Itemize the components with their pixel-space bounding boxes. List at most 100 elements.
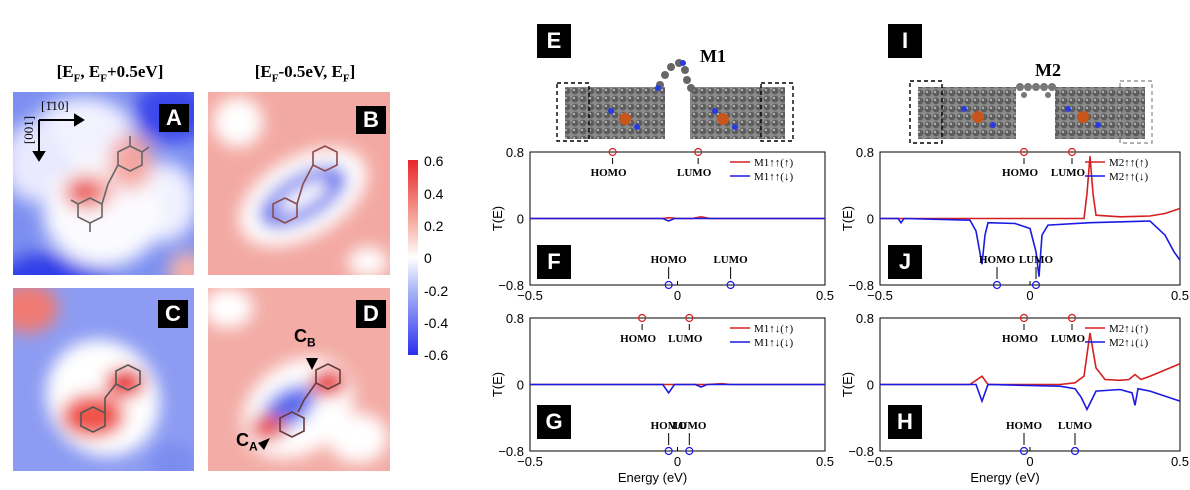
level-label-g: HOMO — [651, 420, 687, 432]
molecule-label-m2: M2 — [1035, 60, 1061, 80]
axis-label-110: [1̄10] — [41, 98, 69, 113]
level-label-f: HOMO — [591, 167, 627, 179]
panel-label-a: A — [159, 104, 189, 132]
x-tick-label-j: −0.5 — [867, 288, 893, 303]
ca-arrow — [258, 438, 270, 450]
electrode-left-m2 — [918, 87, 1016, 139]
colorbar-tick: 0.4 — [424, 186, 444, 202]
molecule-overlay-a — [70, 136, 150, 232]
stm-map-d: CB CA D — [208, 288, 390, 471]
level-label-f: HOMO — [651, 254, 687, 266]
legend-entry-h: M2↑↓(↑) — [1109, 323, 1148, 335]
series-line-g-1 — [530, 383, 825, 395]
level-label-g: LUMO — [672, 420, 707, 432]
y-tick-label-g: 0.8 — [506, 311, 524, 326]
colorbar-tick: -0.4 — [424, 315, 449, 331]
panel-label-e: E — [537, 24, 571, 58]
stm-map-a: [1̄10] [001] A — [13, 92, 194, 275]
level-label-h: LUMO — [1058, 420, 1093, 432]
molecule-label-m1: M1 — [700, 46, 726, 66]
level-label-h: HOMO — [1006, 420, 1042, 432]
y-tick-label-g: 0 — [517, 378, 524, 393]
level-label-f: LUMO — [677, 167, 712, 179]
colorbar-tick: 0.6 — [424, 153, 444, 169]
series-line-j-0 — [880, 156, 1181, 220]
level-marker-f — [664, 280, 673, 290]
series-line-h-0 — [880, 332, 1181, 386]
y-tick-label-g: −0.8 — [498, 444, 524, 459]
legend-entry-j: M2↑↑(↓) — [1109, 171, 1148, 183]
x-axis-label-g: Energy (eV) — [618, 470, 687, 485]
column-title-right: [EF-0.5eV, EF] — [254, 62, 356, 85]
colorbar-tick: 0.2 — [424, 218, 444, 234]
level-marker-j — [1019, 147, 1029, 157]
level-label-j: HOMO — [979, 254, 1015, 266]
y-axis-label-j: T(E) — [840, 206, 855, 231]
colorbar-tick: -0.6 — [424, 347, 449, 363]
site-label-ca: CA — [236, 430, 258, 454]
level-marker-h — [1067, 313, 1077, 323]
level-marker-g — [664, 446, 673, 456]
level-marker-f — [694, 147, 703, 157]
site-label-cb: CB — [294, 326, 316, 350]
panel-label-c: C — [158, 300, 188, 328]
stm-map-a-graphic — [13, 92, 194, 275]
legend-entry-f: M1↑↑(↓) — [754, 171, 793, 183]
series-line-f-1 — [530, 217, 825, 222]
molecule-overlay-d — [279, 363, 341, 438]
y-tick-label-j: −0.8 — [848, 278, 874, 293]
crystal-axes — [32, 113, 85, 162]
y-tick-label-f: 0 — [517, 212, 524, 227]
device-m2-graphic — [909, 80, 1153, 144]
level-marker-j — [1067, 147, 1077, 157]
panel-label-b: B — [356, 106, 386, 134]
level-marker-f — [726, 280, 735, 290]
colorbar-tick: 0 — [424, 250, 432, 266]
level-marker-g — [685, 446, 694, 456]
stm-map-c-graphic — [13, 288, 194, 471]
colorbar-tick: -0.2 — [424, 283, 449, 299]
electrode-right-m1 — [690, 87, 785, 139]
legend-entry-g: M1↑↓(↑) — [754, 323, 793, 335]
x-tick-label-g: 0.5 — [816, 454, 834, 469]
level-marker-f — [608, 147, 617, 157]
y-axis-label-f: T(E) — [490, 206, 505, 231]
x-tick-label-h: 0.5 — [1171, 454, 1189, 469]
level-marker-j — [1031, 280, 1041, 290]
y-tick-label-h: 0.8 — [856, 311, 874, 326]
legend-entry-g: M1↑↓(↓) — [754, 337, 793, 349]
panel-label-h: H — [888, 405, 922, 439]
y-tick-label-h: 0 — [867, 378, 874, 393]
panel-label-d: D — [356, 300, 386, 328]
x-tick-label-f: 0.5 — [816, 288, 834, 303]
legend-entry-j: M2↑↑(↑) — [1109, 157, 1148, 169]
stm-map-b: B — [208, 92, 390, 275]
x-tick-label-f: 0 — [674, 288, 681, 303]
level-marker-h — [1019, 446, 1029, 456]
molecule-overlay-c — [80, 364, 141, 433]
x-tick-label-f: −0.5 — [517, 288, 543, 303]
level-marker-j — [992, 280, 1002, 290]
y-tick-label-f: −0.8 — [498, 278, 524, 293]
molecule-overlay-b — [272, 145, 338, 224]
cb-arrow — [306, 358, 318, 370]
x-axis-label-h: Energy (eV) — [970, 470, 1039, 485]
y-axis-label-h: T(E) — [840, 372, 855, 397]
panel-label-g: G — [537, 405, 571, 439]
y-tick-label-f: 0.8 — [506, 145, 524, 160]
x-tick-label-h: −0.5 — [867, 454, 893, 469]
y-tick-label-j: 0.8 — [856, 145, 874, 160]
electrode-left-m1 — [565, 87, 665, 139]
level-label-j: HOMO — [1002, 167, 1038, 179]
level-label-g: LUMO — [668, 333, 703, 345]
level-marker-h — [1070, 446, 1080, 456]
level-marker-g — [637, 313, 647, 323]
y-tick-label-j: 0 — [867, 212, 874, 227]
panel-label-i: I — [888, 24, 922, 58]
level-label-j: LUMO — [1051, 167, 1086, 179]
level-marker-h — [1019, 313, 1029, 323]
electrode-right-m2 — [1055, 87, 1145, 139]
colorbar — [408, 160, 418, 355]
level-marker-g — [685, 313, 694, 323]
y-tick-label-h: −0.8 — [848, 444, 874, 459]
